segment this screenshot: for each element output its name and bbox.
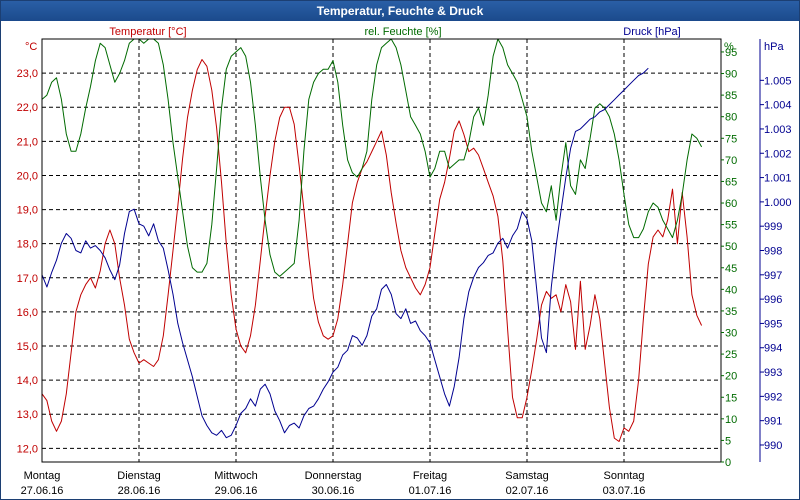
day-weekday-label: Sonntag [604,470,645,482]
pressure-tick-label: 1.002 [764,148,792,160]
humidity-tick-label: 0 [725,457,731,469]
pressure-tick-label: 990 [764,440,782,452]
temperature-tick-label: 18,0 [17,239,38,251]
temperature-tick-label: 19,0 [17,205,38,217]
day-labels: Montag 27.06.16 Dienstag 28.06.16 Mittwoch 29… [21,470,646,497]
temperature-tick-label: 15,0 [17,341,38,353]
humidity-tick-label: 45 [725,263,737,275]
temperature-axis-label: Temperatur [°C] [109,26,186,38]
series-line-temperature [41,59,703,442]
temperature-unit: °C [25,41,37,53]
pressure-tick-label: 996 [764,294,782,306]
temperature-tick-label: 20,0 [17,170,38,182]
pressure-tick-label: 995 [764,318,782,330]
humidity-unit: % [724,41,734,53]
pressure-tick-label: 998 [764,246,782,258]
humidity-tick-label: 40 [725,284,737,296]
day-date-label: 01.07.16 [409,485,452,497]
pressure-axis-label: Druck [hPa] [623,26,680,38]
series-line-pressure [41,67,649,439]
humidity-tick-label: 20 [725,371,737,383]
humidity-tick-label: 75 [725,133,737,145]
day-weekday-label: Samstag [505,470,548,482]
day-weekday-label: Montag [24,470,61,482]
pressure-tick-label: 991 [764,416,782,428]
day-weekday-label: Freitag [413,470,447,482]
humidity-tick-label: 50 [725,241,737,253]
pressure-tick-label: 1.004 [764,100,792,112]
humidity-ticks: 0 5 10 15 20 25 30 35 40 45 50 55 60 65 70 75 80 85 90 95 [721,47,737,469]
humidity-tick-label: 85 [725,90,737,102]
temperature-tick-label: 13,0 [17,409,38,421]
humidity-tick-label: 80 [725,112,737,124]
humidity-tick-label: 10 [725,414,737,426]
humidity-tick-label: 70 [725,155,737,167]
humidity-tick-label: 25 [725,349,737,361]
day-weekday-label: Dienstag [117,470,160,482]
window-title: Temperatur, Feuchte & Druck [1,1,799,21]
plot-frame [41,38,722,463]
temperature-tick-label: 17,0 [17,273,38,285]
temperature-ticks: 12,0 13,0 14,0 15,0 16,0 17,0 18,0 19,0 20,0 21,0… [17,68,38,455]
humidity-tick-label: 95 [725,47,737,59]
humidity-tick-label: 55 [725,220,737,232]
humidity-tick-label: 30 [725,328,737,340]
humidity-tick-label: 5 [725,435,731,447]
day-date-label: 02.07.16 [506,485,549,497]
pressure-tick-label: 999 [764,221,782,233]
day-date-label: 28.06.16 [118,485,161,497]
temperature-tick-label: 22,0 [17,102,38,114]
pressure-tick-label: 994 [764,343,782,355]
pressure-tick-label: 997 [764,270,782,282]
humidity-tick-label: 60 [725,198,737,210]
day-date-label: 03.07.16 [603,485,646,497]
pressure-tick-label: 1.003 [764,124,792,136]
day-date-label: 27.06.16 [21,485,64,497]
humidity-tick-label: 35 [725,306,737,318]
day-date-label: 30.06.16 [312,485,355,497]
pressure-tick-label: 1.001 [764,173,792,185]
temperature-tick-label: 21,0 [17,136,38,148]
grid [42,39,721,462]
day-weekday-label: Mittwoch [214,470,257,482]
pressure-tick-label: 992 [764,391,782,403]
humidity-tick-label: 15 [725,392,737,404]
humidity-tick-label: 65 [725,176,737,188]
humidity-tick-label: 90 [725,69,737,81]
day-date-label: 29.06.16 [215,485,258,497]
pressure-unit: hPa [764,41,784,53]
plot-background [42,39,721,462]
temperature-tick-label: 14,0 [17,375,38,387]
temperature-tick-label: 12,0 [17,443,38,455]
pressure-tick-label: 1.000 [764,197,792,209]
temperature-tick-label: 23,0 [17,68,38,80]
temperature-tick-label: 16,0 [17,307,38,319]
pressure-tick-label: 993 [764,367,782,379]
humidity-axis-label: rel. Feuchte [%] [364,26,441,38]
day-weekday-label: Donnerstag [305,470,362,482]
pressure-tick-label: 1.005 [764,75,792,87]
pressure-ticks: 990 991 992 993 994 995 996 997 998 999 1.000 1.001… [760,75,792,452]
